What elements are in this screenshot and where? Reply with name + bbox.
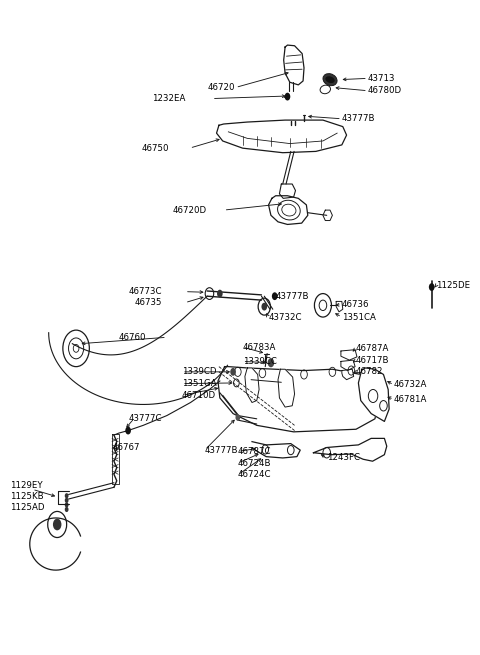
Polygon shape bbox=[313, 438, 387, 461]
Text: 1243FC: 1243FC bbox=[327, 453, 360, 462]
Text: 46773C: 46773C bbox=[129, 287, 162, 296]
Circle shape bbox=[65, 493, 69, 498]
Polygon shape bbox=[252, 441, 300, 458]
Text: 43777B: 43777B bbox=[276, 291, 309, 301]
Text: 1339CD: 1339CD bbox=[182, 367, 216, 377]
Text: 46736: 46736 bbox=[342, 300, 369, 309]
Text: 46782: 46782 bbox=[356, 367, 384, 377]
Polygon shape bbox=[245, 368, 259, 403]
Text: 43732C: 43732C bbox=[268, 313, 302, 322]
Circle shape bbox=[217, 290, 223, 297]
Text: 46735: 46735 bbox=[135, 298, 162, 307]
Polygon shape bbox=[341, 360, 355, 371]
Circle shape bbox=[429, 283, 434, 291]
Circle shape bbox=[236, 414, 240, 421]
Text: 46767: 46767 bbox=[112, 443, 140, 452]
Text: 46781A: 46781A bbox=[394, 395, 427, 403]
Text: 46724C: 46724C bbox=[238, 470, 271, 479]
Text: 46760: 46760 bbox=[118, 333, 145, 342]
Polygon shape bbox=[268, 196, 308, 225]
Polygon shape bbox=[342, 369, 354, 380]
Circle shape bbox=[230, 368, 236, 376]
Text: 46717B: 46717B bbox=[356, 356, 390, 365]
Polygon shape bbox=[341, 350, 357, 360]
Polygon shape bbox=[284, 45, 304, 85]
Polygon shape bbox=[323, 210, 332, 221]
Ellipse shape bbox=[325, 76, 335, 83]
Text: 1232EA: 1232EA bbox=[153, 94, 186, 103]
Circle shape bbox=[125, 426, 131, 434]
Polygon shape bbox=[216, 120, 347, 153]
Polygon shape bbox=[218, 367, 379, 432]
Text: 1125KB: 1125KB bbox=[10, 492, 44, 501]
Text: 1125AD: 1125AD bbox=[10, 503, 45, 512]
Circle shape bbox=[53, 519, 61, 531]
Circle shape bbox=[65, 507, 69, 512]
Text: 1339CC: 1339CC bbox=[242, 357, 276, 366]
Polygon shape bbox=[111, 434, 119, 484]
Polygon shape bbox=[278, 369, 295, 407]
Polygon shape bbox=[279, 184, 296, 198]
Circle shape bbox=[65, 498, 69, 503]
Text: 1125DE: 1125DE bbox=[436, 280, 470, 290]
Text: 46720D: 46720D bbox=[173, 206, 207, 215]
Text: 43777B: 43777B bbox=[204, 445, 238, 455]
Text: 46787C: 46787C bbox=[238, 447, 271, 456]
Circle shape bbox=[268, 358, 274, 367]
Text: 43777C: 43777C bbox=[129, 415, 163, 423]
Text: 1129EY: 1129EY bbox=[10, 481, 43, 490]
Text: 46750: 46750 bbox=[142, 143, 169, 153]
Text: 46710D: 46710D bbox=[182, 391, 216, 400]
Polygon shape bbox=[336, 301, 343, 312]
Circle shape bbox=[65, 502, 69, 508]
Circle shape bbox=[272, 292, 277, 300]
Circle shape bbox=[262, 303, 267, 310]
Text: 1351GA: 1351GA bbox=[182, 379, 216, 388]
Text: 46780D: 46780D bbox=[368, 86, 402, 95]
Text: 46720: 46720 bbox=[208, 83, 236, 92]
Text: 43713: 43713 bbox=[368, 74, 396, 83]
Text: 46783A: 46783A bbox=[242, 343, 276, 352]
Circle shape bbox=[285, 93, 290, 100]
Ellipse shape bbox=[323, 73, 337, 86]
Text: 46724B: 46724B bbox=[238, 458, 271, 468]
Text: 46732A: 46732A bbox=[394, 381, 427, 389]
Text: 46787A: 46787A bbox=[356, 344, 389, 353]
Text: 1351CA: 1351CA bbox=[342, 312, 376, 322]
Polygon shape bbox=[359, 368, 389, 421]
Text: 43777B: 43777B bbox=[342, 114, 375, 123]
